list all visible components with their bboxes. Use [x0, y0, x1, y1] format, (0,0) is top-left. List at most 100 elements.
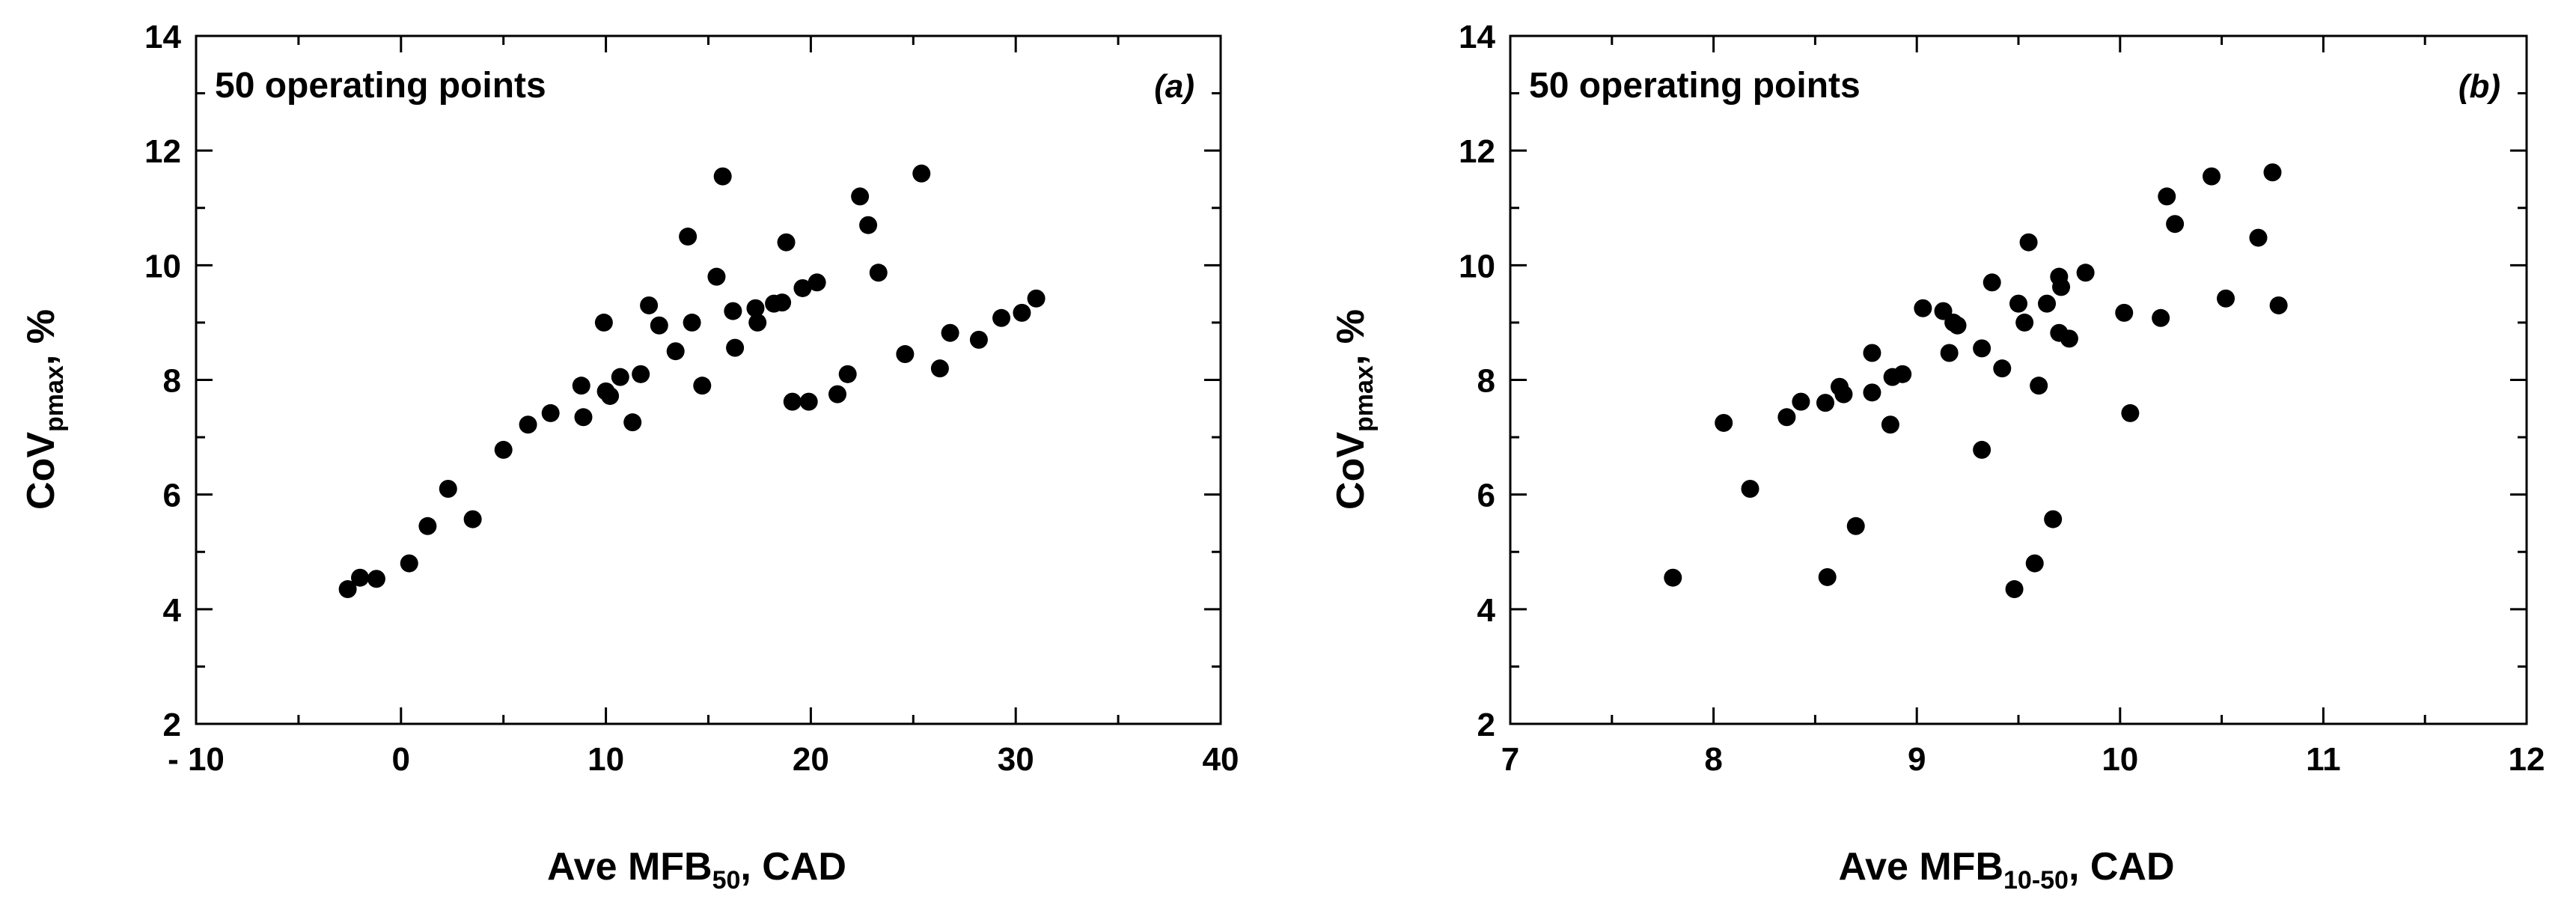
data-point: [640, 296, 659, 314]
data-point: [851, 187, 870, 206]
data-point: [992, 308, 1011, 327]
data-point: [783, 392, 802, 411]
data-point: [2217, 289, 2235, 308]
data-point: [2152, 308, 2170, 327]
data-point: [2009, 294, 2027, 313]
x-tick-label: 10: [587, 741, 624, 778]
data-point: [338, 580, 357, 599]
y-tick-label: 4: [163, 592, 182, 629]
y-tick-label: 14: [144, 19, 181, 55]
data-point: [650, 316, 668, 335]
data-point: [679, 228, 698, 246]
data-point: [2038, 294, 2057, 313]
data-point: [707, 267, 726, 286]
y-axis-label: CoVpmax, %: [19, 309, 69, 510]
data-point: [724, 302, 742, 320]
data-point: [1715, 413, 1733, 432]
data-point: [1973, 339, 1991, 358]
data-point: [463, 510, 482, 528]
x-tick-label: 9: [1908, 741, 1926, 778]
data-point: [1664, 568, 1682, 587]
x-tick-label: 0: [392, 741, 410, 778]
data-point: [1881, 415, 1899, 434]
data-point: [2060, 329, 2078, 348]
data-point: [2115, 303, 2134, 322]
annotation-text: 50 operating points: [1529, 66, 1861, 106]
data-point: [418, 517, 437, 535]
annotation-text: 50 operating points: [215, 66, 546, 106]
data-point: [969, 330, 988, 349]
data-point: [1013, 303, 1031, 322]
data-point: [869, 263, 888, 282]
x-tick-label: 10: [2102, 741, 2138, 778]
data-point: [1027, 289, 1046, 308]
data-point: [2025, 554, 2044, 573]
data-point: [1792, 392, 1810, 411]
data-point: [799, 392, 818, 411]
x-tick-label: 30: [998, 741, 1034, 778]
x-tick-label: 8: [1704, 741, 1722, 778]
data-point: [773, 293, 792, 312]
data-point: [572, 377, 590, 395]
data-point: [777, 233, 796, 252]
data-point: [693, 377, 712, 395]
y-tick-label: 12: [144, 133, 181, 170]
y-tick-label: 2: [163, 707, 181, 743]
x-tick-label: 11: [2306, 741, 2341, 778]
y-tick-label: 10: [144, 248, 181, 284]
data-point: [941, 323, 959, 342]
x-tick-label: 7: [1501, 741, 1519, 778]
y-tick-label: 6: [1477, 478, 1495, 514]
data-point: [1948, 316, 1967, 335]
data-point: [2015, 313, 2034, 332]
data-point: [748, 313, 767, 332]
data-point: [1777, 408, 1796, 427]
data-point: [666, 342, 685, 361]
data-point: [746, 299, 765, 317]
x-axis-label: Ave MFB50, CAD: [547, 845, 846, 895]
data-point: [2030, 377, 2048, 395]
data-point: [1973, 440, 1991, 459]
plot-frame: [1509, 34, 2528, 725]
data-point: [793, 278, 812, 297]
data-point: [632, 365, 650, 383]
data-point: [808, 273, 826, 292]
x-axis-label: Ave MFB10-50, CAD: [1838, 845, 2174, 895]
data-point: [2249, 228, 2268, 247]
data-point: [1993, 359, 2012, 378]
chart-panel-a: 50 operating points (a) Ave MFB50, CAD C…: [19, 19, 1239, 895]
data-point: [1741, 480, 1759, 499]
data-point: [1816, 394, 1834, 412]
data-point: [2019, 233, 2038, 252]
data-point: [1940, 344, 1959, 362]
x-tick-label: 12: [2509, 741, 2545, 778]
data-point: [2044, 510, 2063, 528]
data-point: [726, 338, 745, 357]
data-point: [611, 368, 629, 386]
data-point: [1863, 344, 1881, 362]
data-point: [1846, 517, 1865, 535]
data-point: [838, 365, 857, 383]
data-point: [2076, 263, 2095, 282]
data-point: [2158, 187, 2176, 206]
data-point: [2005, 580, 2024, 599]
data-point: [541, 403, 560, 422]
data-point: [896, 345, 915, 364]
chart-panel-b: 50 operating points (b) Ave MFB10-50, CA…: [1329, 19, 2545, 895]
data-point: [494, 440, 513, 459]
data-point: [1818, 567, 1837, 586]
panel-label: (a): [1154, 68, 1194, 105]
data-point: [828, 385, 846, 403]
y-tick-label: 4: [1477, 592, 1496, 629]
data-point: [1983, 273, 2001, 292]
data-point: [683, 313, 701, 332]
y-tick-label: 6: [163, 478, 181, 514]
data-point: [1914, 299, 1932, 317]
data-point: [439, 480, 457, 499]
y-axis-label: CoVpmax, %: [1329, 309, 1379, 510]
x-tick-label: 20: [793, 741, 829, 778]
x-tick-label: - 10: [168, 741, 225, 778]
y-tick-label: 12: [1459, 133, 1495, 170]
data-point: [2203, 167, 2221, 186]
